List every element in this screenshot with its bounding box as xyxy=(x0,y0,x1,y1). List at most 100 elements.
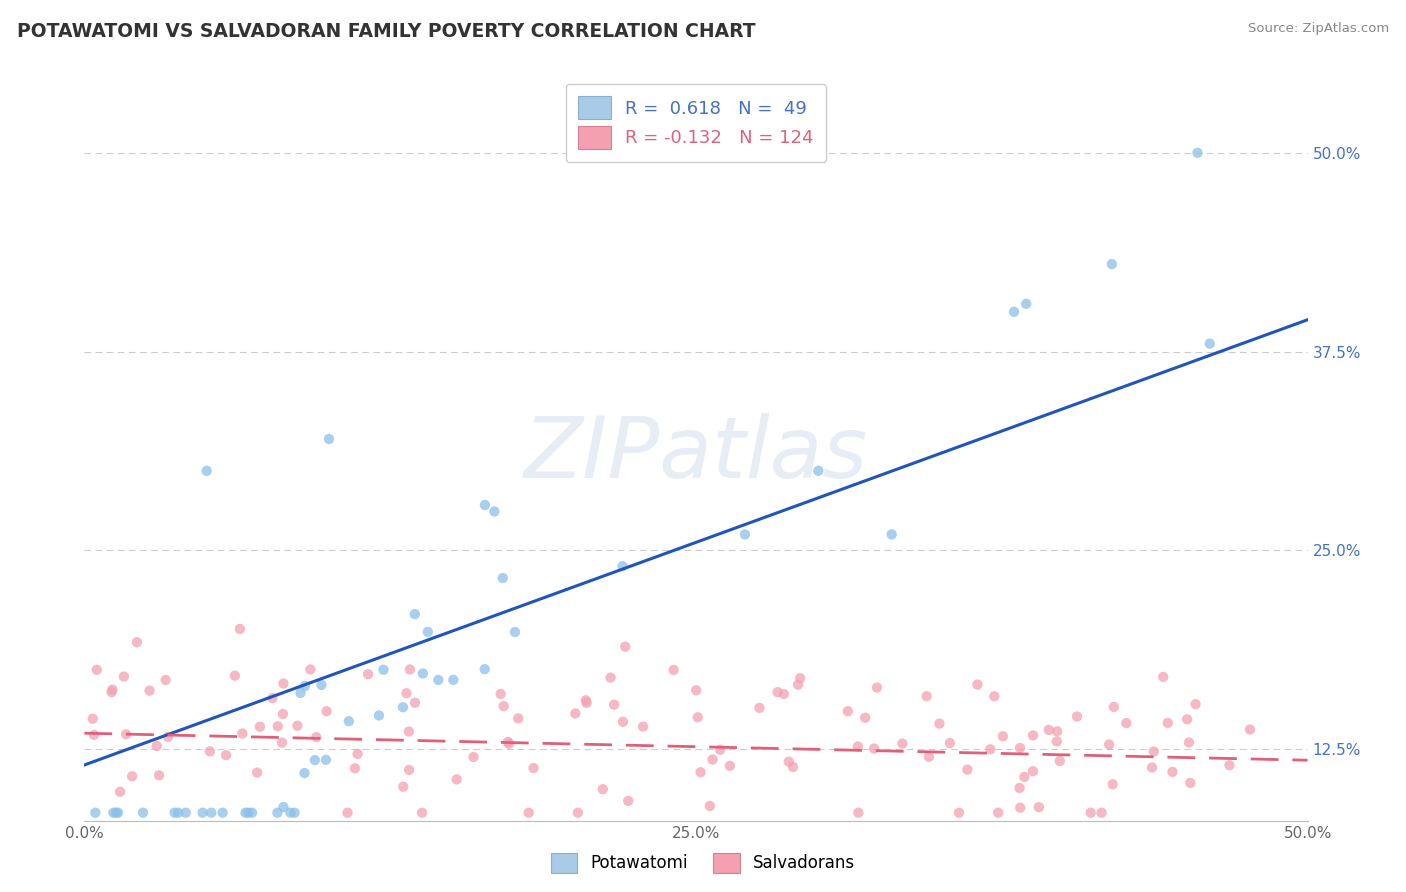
Point xyxy=(575,693,598,707)
Point xyxy=(446,772,468,787)
Point xyxy=(294,679,316,693)
Point xyxy=(112,669,135,683)
Point xyxy=(346,747,368,761)
Point xyxy=(699,799,721,814)
Point xyxy=(928,716,950,731)
Point xyxy=(238,805,260,820)
Point xyxy=(1046,724,1069,739)
Point xyxy=(211,805,233,820)
Point xyxy=(702,753,724,767)
Point xyxy=(132,805,155,820)
Point xyxy=(991,729,1014,743)
Point xyxy=(82,712,104,726)
Point xyxy=(412,666,434,681)
Point xyxy=(685,683,707,698)
Point xyxy=(1143,745,1166,759)
Point xyxy=(1239,723,1261,737)
Point xyxy=(249,720,271,734)
Point xyxy=(198,744,221,758)
Legend: Potawatomi, Salvadorans: Potawatomi, Salvadorans xyxy=(544,847,862,880)
Point xyxy=(343,761,366,775)
Point xyxy=(503,625,526,640)
Point xyxy=(280,805,302,820)
Point xyxy=(686,710,709,724)
Point xyxy=(271,735,294,749)
Point xyxy=(148,768,170,782)
Point xyxy=(848,805,870,820)
Point xyxy=(416,624,439,639)
Point xyxy=(368,708,391,723)
Point xyxy=(987,805,1010,820)
Point xyxy=(1175,712,1198,726)
Point xyxy=(1014,770,1036,784)
Point xyxy=(294,766,316,780)
Point xyxy=(1140,760,1163,774)
Point xyxy=(1010,801,1032,815)
Point xyxy=(918,749,941,764)
Point xyxy=(718,759,741,773)
Point xyxy=(689,765,711,780)
Point xyxy=(789,671,811,685)
Point xyxy=(262,691,284,706)
Point xyxy=(157,730,180,744)
Point xyxy=(336,805,359,820)
Point xyxy=(1161,764,1184,779)
Point xyxy=(880,527,903,541)
Point xyxy=(863,741,886,756)
Point xyxy=(427,673,450,687)
Legend: R =  0.618   N =  49, R = -0.132   N = 124: R = 0.618 N = 49, R = -0.132 N = 124 xyxy=(565,84,827,161)
Text: POTAWATOMI VS SALVADORAN FAMILY POVERTY CORRELATION CHART: POTAWATOMI VS SALVADORAN FAMILY POVERTY … xyxy=(17,22,755,41)
Point xyxy=(311,678,333,692)
Point xyxy=(1008,741,1031,756)
Point xyxy=(778,755,800,769)
Point xyxy=(474,498,496,512)
Point xyxy=(1090,805,1112,820)
Point xyxy=(1198,336,1220,351)
Point xyxy=(846,739,869,754)
Point xyxy=(224,668,246,682)
Point xyxy=(748,701,770,715)
Point xyxy=(617,794,640,808)
Point xyxy=(155,673,177,687)
Point xyxy=(1102,699,1125,714)
Point xyxy=(1101,777,1123,791)
Point xyxy=(315,704,337,718)
Point xyxy=(266,805,288,820)
Point xyxy=(631,720,654,734)
Point xyxy=(125,635,148,649)
Point xyxy=(1184,697,1206,711)
Point xyxy=(496,735,519,749)
Point xyxy=(121,769,143,783)
Point xyxy=(522,761,544,775)
Point xyxy=(200,805,222,820)
Point xyxy=(498,737,520,751)
Point xyxy=(564,706,586,721)
Point xyxy=(392,780,415,794)
Point xyxy=(966,677,988,691)
Point xyxy=(399,663,422,677)
Point xyxy=(84,805,107,820)
Point xyxy=(357,667,380,681)
Point xyxy=(191,805,214,820)
Point xyxy=(105,805,128,820)
Point xyxy=(1022,728,1045,742)
Point xyxy=(83,728,105,742)
Point xyxy=(246,765,269,780)
Point xyxy=(404,696,426,710)
Point xyxy=(305,730,328,744)
Point xyxy=(662,663,685,677)
Point xyxy=(1080,805,1102,820)
Point xyxy=(979,742,1001,756)
Point xyxy=(115,727,138,741)
Point xyxy=(1046,734,1069,748)
Point xyxy=(235,805,257,820)
Point xyxy=(1101,257,1123,271)
Point xyxy=(1049,754,1071,768)
Point xyxy=(915,689,938,703)
Point xyxy=(1152,670,1174,684)
Point xyxy=(772,687,794,701)
Text: Source: ZipAtlas.com: Source: ZipAtlas.com xyxy=(1249,22,1389,36)
Point xyxy=(592,782,614,797)
Point xyxy=(599,671,621,685)
Point xyxy=(782,760,804,774)
